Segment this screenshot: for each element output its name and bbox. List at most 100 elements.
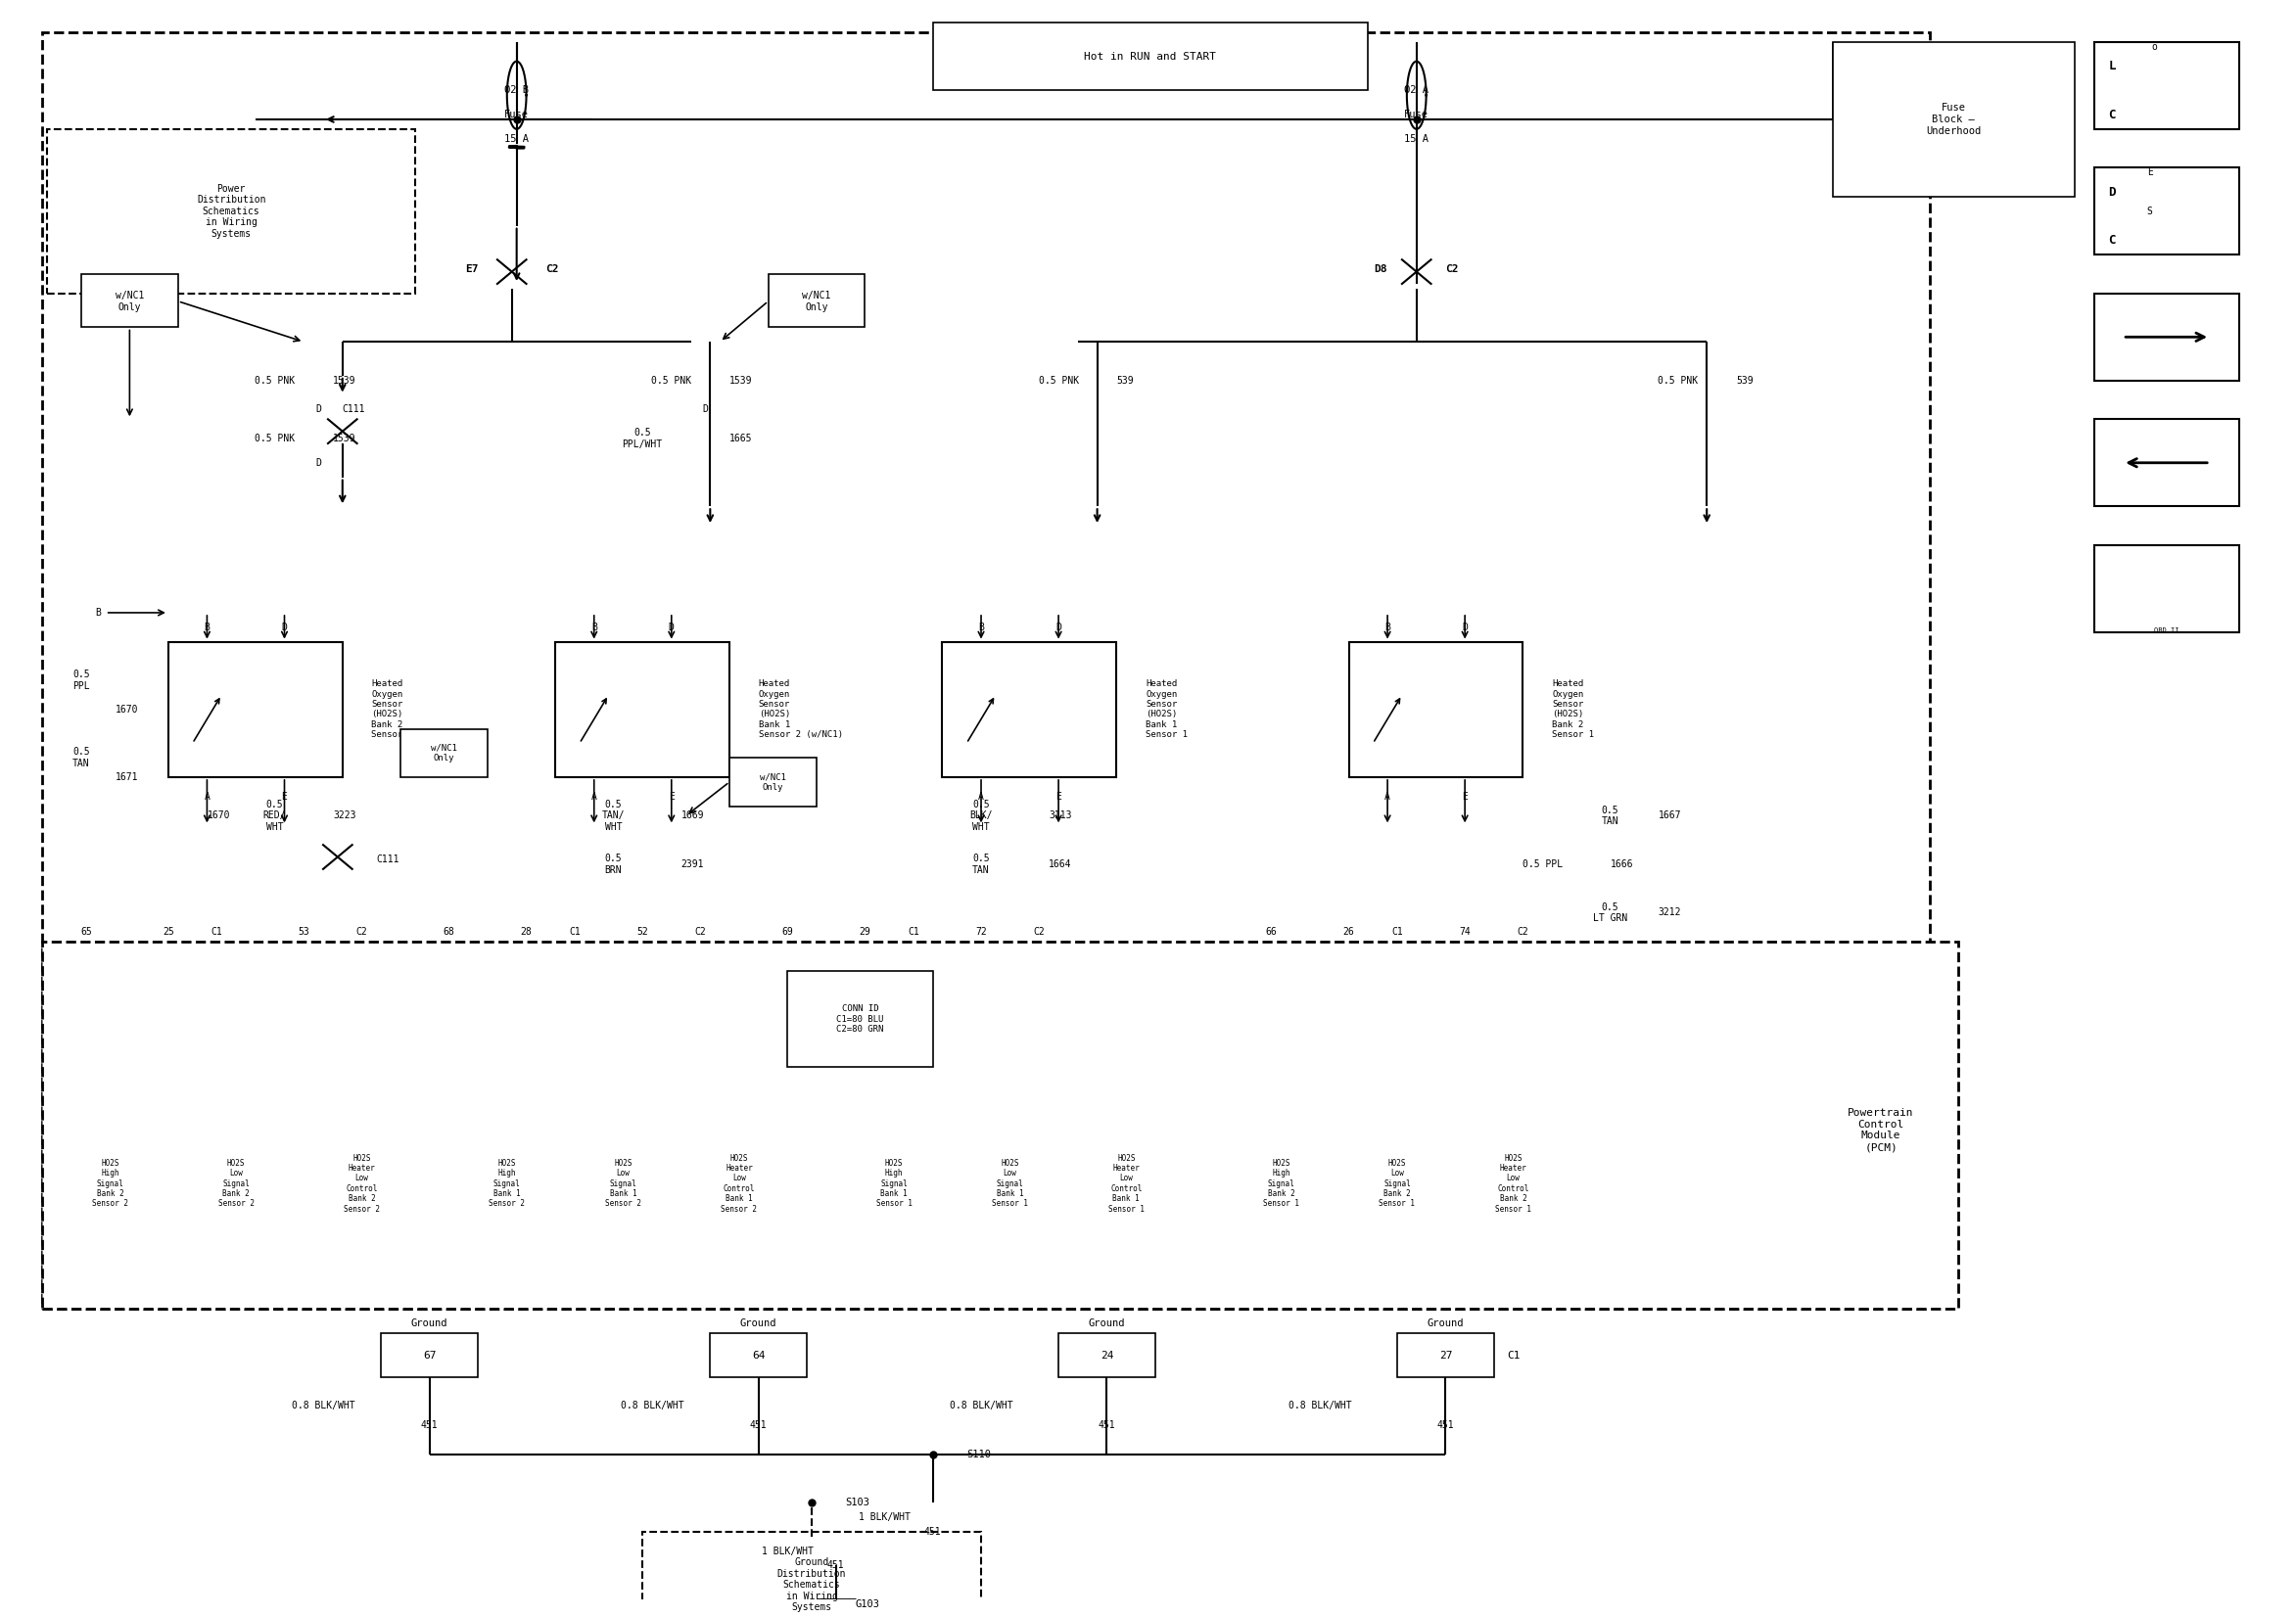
Bar [168,642,342,778]
Text: Ground: Ground [1428,1319,1465,1329]
Polygon shape [2133,555,2200,623]
Text: L: L [2108,60,2115,73]
Text: 3212: 3212 [1658,907,1681,917]
Text: A: A [590,792,597,802]
Text: 24: 24 [1100,1350,1114,1360]
Text: Fuse: Fuse [1405,110,1428,120]
Text: 0.8 BLK/WHT: 0.8 BLK/WHT [1288,1400,1352,1410]
Text: HO2S
High
Signal
Bank 2
Sensor 1: HO2S High Signal Bank 2 Sensor 1 [1263,1159,1300,1208]
Bar [48,129,416,293]
Text: E: E [668,792,675,802]
Text: Ground: Ground [739,1319,776,1329]
Text: 64: 64 [751,1350,765,1360]
Text: C2: C2 [356,927,367,936]
Text: B: B [204,623,209,632]
Text: 66: 66 [1265,927,1277,936]
Text: HO2S
Low
Signal
Bank 2
Sensor 1: HO2S Low Signal Bank 2 Sensor 1 [1380,1159,1414,1208]
Text: 1 BLK/WHT: 1 BLK/WHT [859,1512,909,1522]
Text: 0.5
TAN: 0.5 TAN [1600,805,1619,826]
Text: D: D [1463,623,1467,632]
Text: 15 A: 15 A [1405,134,1428,144]
Text: Heated
Oxygen
Sensor
(HO2S)
Bank 2
Sensor 1: Heated Oxygen Sensor (HO2S) Bank 2 Senso… [1552,679,1593,739]
Text: 1667: 1667 [1658,812,1681,821]
Text: 0.8 BLK/WHT: 0.8 BLK/WHT [951,1400,1013,1410]
Bar [730,758,817,807]
Text: E: E [2147,168,2154,178]
Text: E7: E7 [464,265,478,275]
Text: 0.5 PNK: 0.5 PNK [255,433,294,443]
Bar [44,941,1958,1310]
Text: C2: C2 [1033,927,1045,936]
Text: 3223: 3223 [333,812,356,821]
Text: O2 A: O2 A [1405,86,1428,95]
Bar [556,642,730,778]
Text: Heated
Oxygen
Sensor
(HO2S)
Bank 1
Sensor 1: Heated Oxygen Sensor (HO2S) Bank 1 Senso… [1146,679,1187,739]
Text: w/NC1
Only: w/NC1 Only [760,773,785,791]
Text: E: E [1463,792,1467,802]
Text: 1539: 1539 [333,375,356,385]
Text: 0.5 PNK: 0.5 PNK [1038,375,1079,385]
Text: 1665: 1665 [730,433,753,443]
Bar [709,1334,806,1376]
Text: 0.5
BRN: 0.5 BRN [604,854,622,875]
Text: 539: 539 [1116,375,1134,385]
Text: HO2S
Low
Signal
Bank 2
Sensor 2: HO2S Low Signal Bank 2 Sensor 2 [218,1159,255,1208]
Text: 1669: 1669 [682,812,705,821]
Text: HO2S
Heater
Low
Control
Bank 2
Sensor 2: HO2S Heater Low Control Bank 2 Sensor 2 [344,1153,379,1213]
Text: D: D [282,623,287,632]
Text: HO2S
Heater
Low
Control
Bank 2
Sensor 1: HO2S Heater Low Control Bank 2 Sensor 1 [1495,1153,1531,1213]
Text: 0.8 BLK/WHT: 0.8 BLK/WHT [620,1400,684,1410]
Text: CONN ID
C1=80 BLU
C2=80 GRN: CONN ID C1=80 BLU C2=80 GRN [836,1004,884,1033]
Text: D: D [315,404,321,414]
Text: C: C [2108,234,2115,247]
Text: Fuse
Block –
Underhood: Fuse Block – Underhood [1926,103,1981,136]
Text: 451: 451 [923,1526,941,1536]
Text: Heated
Oxygen
Sensor
(HO2S)
Bank 2
Sensor 2 (w/NC1): Heated Oxygen Sensor (HO2S) Bank 2 Senso… [372,679,455,739]
Text: Heated
Oxygen
Sensor
(HO2S)
Bank 1
Sensor 2 (w/NC1): Heated Oxygen Sensor (HO2S) Bank 1 Senso… [758,679,843,739]
Bar [381,1334,478,1376]
Bar [788,970,932,1067]
Text: 451: 451 [1097,1420,1116,1429]
Text: D: D [1056,623,1061,632]
Text: 67: 67 [422,1350,436,1360]
Text: 0.5
BLK/
WHT: 0.5 BLK/ WHT [969,799,992,833]
Text: 72: 72 [976,927,987,936]
Bar [2094,293,2239,380]
Text: 27: 27 [1440,1350,1451,1360]
Text: HO2S
High
Signal
Bank 1
Sensor 2: HO2S High Signal Bank 1 Sensor 2 [489,1159,526,1208]
Text: C1: C1 [211,927,223,936]
Text: 1539: 1539 [333,433,356,443]
Text: C111: C111 [377,854,400,863]
Text: w/NC1
Only: w/NC1 Only [115,291,145,312]
Text: 0.5
PPL: 0.5 PPL [73,669,90,690]
Bar [400,729,487,778]
Text: A: A [978,792,985,802]
Text: 1666: 1666 [1609,859,1632,868]
Bar [643,1531,980,1617]
Text: 0.5
RED/
WHT: 0.5 RED/ WHT [264,799,287,833]
Text: C1: C1 [1391,927,1403,936]
Text: G103: G103 [856,1599,879,1609]
Text: E: E [1056,792,1061,802]
Text: C: C [2108,108,2115,121]
Bar [1398,1334,1495,1376]
Text: 1670: 1670 [207,812,230,821]
Text: 26: 26 [1343,927,1355,936]
Bar [2094,419,2239,506]
Bar [2094,42,2239,129]
Text: 0.5 PNK: 0.5 PNK [652,375,691,385]
Text: D: D [703,404,707,414]
Text: 0.5
PPL/WHT: 0.5 PPL/WHT [622,429,664,450]
Text: OBD II: OBD II [2154,627,2179,634]
Text: 25: 25 [163,927,174,936]
Text: 0.5 PPL: 0.5 PPL [1522,859,1561,868]
Text: o: o [2151,42,2158,52]
Text: 52: 52 [636,927,647,936]
Text: HO2S
Heater
Low
Control
Bank 1
Sensor 1: HO2S Heater Low Control Bank 1 Sensor 1 [1109,1153,1143,1213]
Text: C2: C2 [1518,927,1529,936]
Text: 69: 69 [783,927,794,936]
Text: 451: 451 [751,1420,767,1429]
Bar [1832,42,2076,197]
Text: Fuse: Fuse [505,110,528,120]
Text: 451: 451 [827,1560,845,1570]
